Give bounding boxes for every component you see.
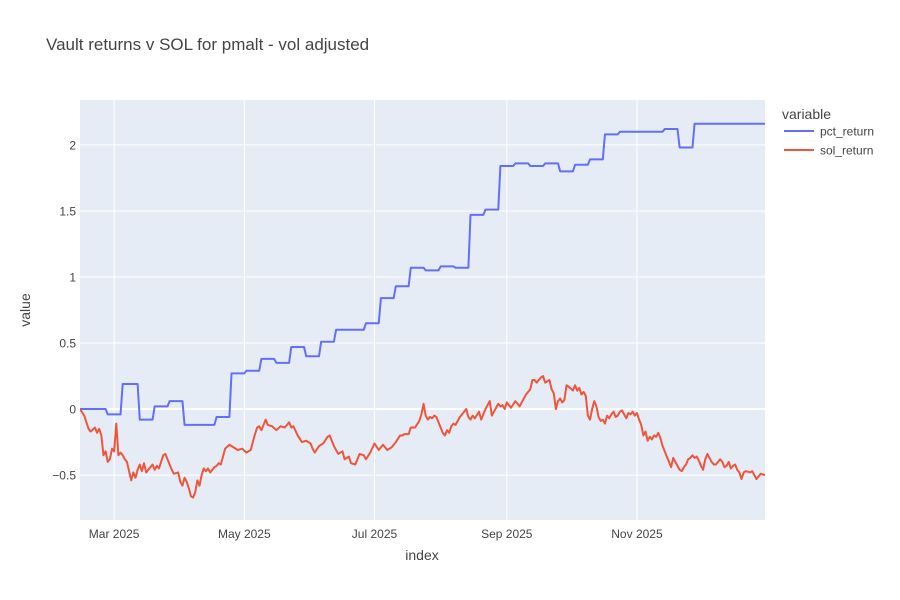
- y-tick-label: −0.5: [52, 469, 76, 483]
- legend-title: variable: [782, 106, 831, 122]
- legend-item-pct-return[interactable]: pct_return: [784, 125, 874, 139]
- x-tick-label: May 2025: [218, 527, 271, 541]
- y-tick-label: 0.5: [59, 337, 76, 351]
- legend[interactable]: variable pct_return sol_return: [782, 106, 874, 158]
- x-tick-label: Sep 2025: [481, 527, 533, 541]
- y-tick-label: 1.5: [59, 204, 76, 218]
- y-axis-title: value: [17, 293, 33, 327]
- y-tick-label: 1: [69, 270, 76, 284]
- x-tick-label: Mar 2025: [89, 527, 140, 541]
- legend-label: sol_return: [820, 144, 873, 158]
- axis-ticks: −0.5 0 0.5 1 1.5 2 Mar 2025 May 2025 Jul 2025 Sep…: [52, 138, 663, 541]
- legend-item-sol-return[interactable]: sol_return: [784, 144, 873, 158]
- plot-area: [80, 100, 765, 520]
- x-tick-label: Jul 2025: [352, 527, 398, 541]
- gridlines: [80, 100, 765, 520]
- series-layer: [80, 122, 765, 499]
- series-line-pct-return: [80, 122, 765, 426]
- x-axis-title: index: [405, 547, 438, 563]
- legend-label: pct_return: [820, 125, 874, 139]
- chart-title: Vault returns v SOL for pmalt - vol adju…: [46, 35, 369, 54]
- legend-items[interactable]: pct_return sol_return: [784, 125, 874, 158]
- y-tick-label: 2: [69, 138, 76, 152]
- series-line-sol-return: [80, 375, 765, 499]
- x-tick-label: Nov 2025: [611, 527, 663, 541]
- y-tick-label: 0: [69, 403, 76, 417]
